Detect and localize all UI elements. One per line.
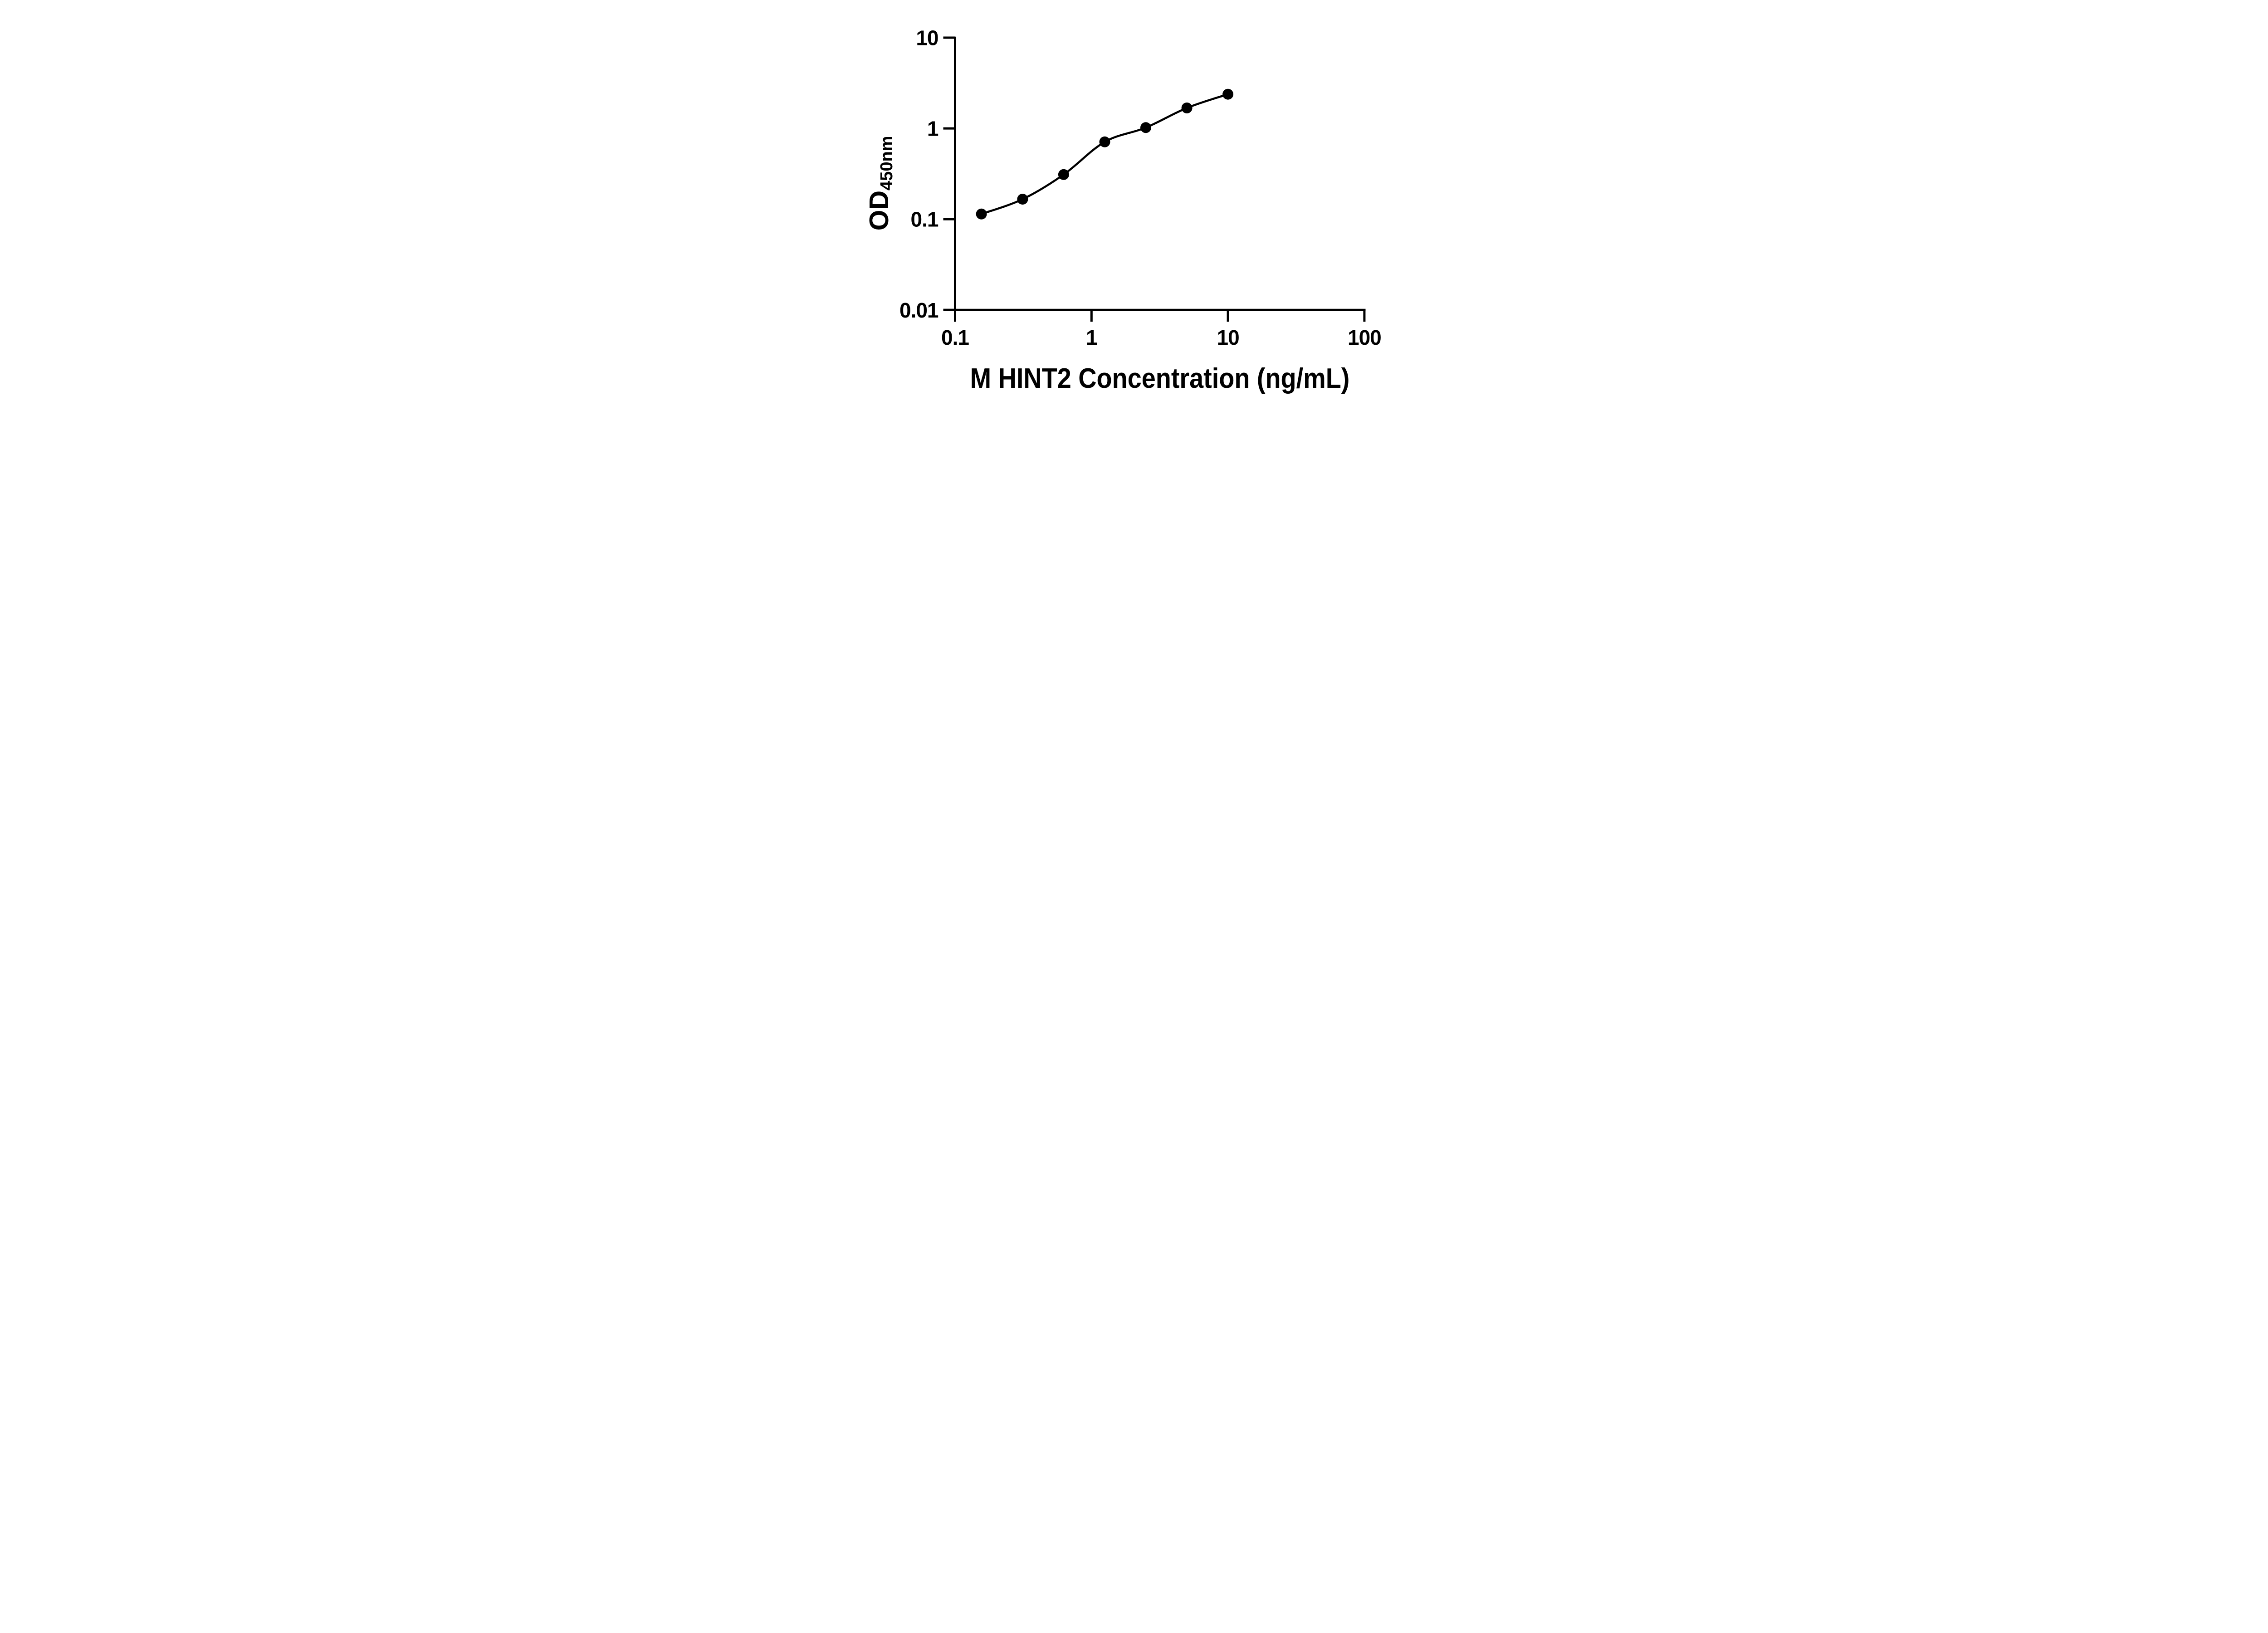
y-tick-label: 0.01 bbox=[899, 298, 938, 322]
data-point bbox=[1058, 169, 1069, 180]
x-tick-label: 1 bbox=[1086, 326, 1097, 349]
data-points-layer bbox=[976, 88, 1233, 220]
y-tick-label: 0.1 bbox=[910, 208, 938, 231]
elisa-standard-curve-figure: 10 1 0.1 0.01 0.1 1 10 100 M HINT2 Concentratio… bbox=[842, 0, 1426, 408]
data-point bbox=[1017, 194, 1028, 205]
data-point bbox=[1140, 122, 1151, 133]
data-point bbox=[1222, 88, 1233, 100]
y-axis-title-sub: 450nm bbox=[877, 136, 896, 191]
y-axis-title-main: OD bbox=[864, 191, 894, 231]
data-point bbox=[976, 208, 987, 220]
y-tick-label: 10 bbox=[916, 26, 938, 50]
data-point bbox=[1181, 103, 1193, 113]
x-tick-label: 100 bbox=[1348, 326, 1381, 349]
y-tick-label: 1 bbox=[927, 117, 938, 141]
data-point bbox=[1099, 136, 1110, 147]
x-tick-label: 10 bbox=[1217, 326, 1239, 349]
y-axis-title: OD450nm bbox=[864, 136, 896, 231]
x-tick-label: 0.1 bbox=[941, 326, 969, 349]
x-axis-title: M HINT2 Concentration (ng/mL) bbox=[970, 363, 1349, 394]
